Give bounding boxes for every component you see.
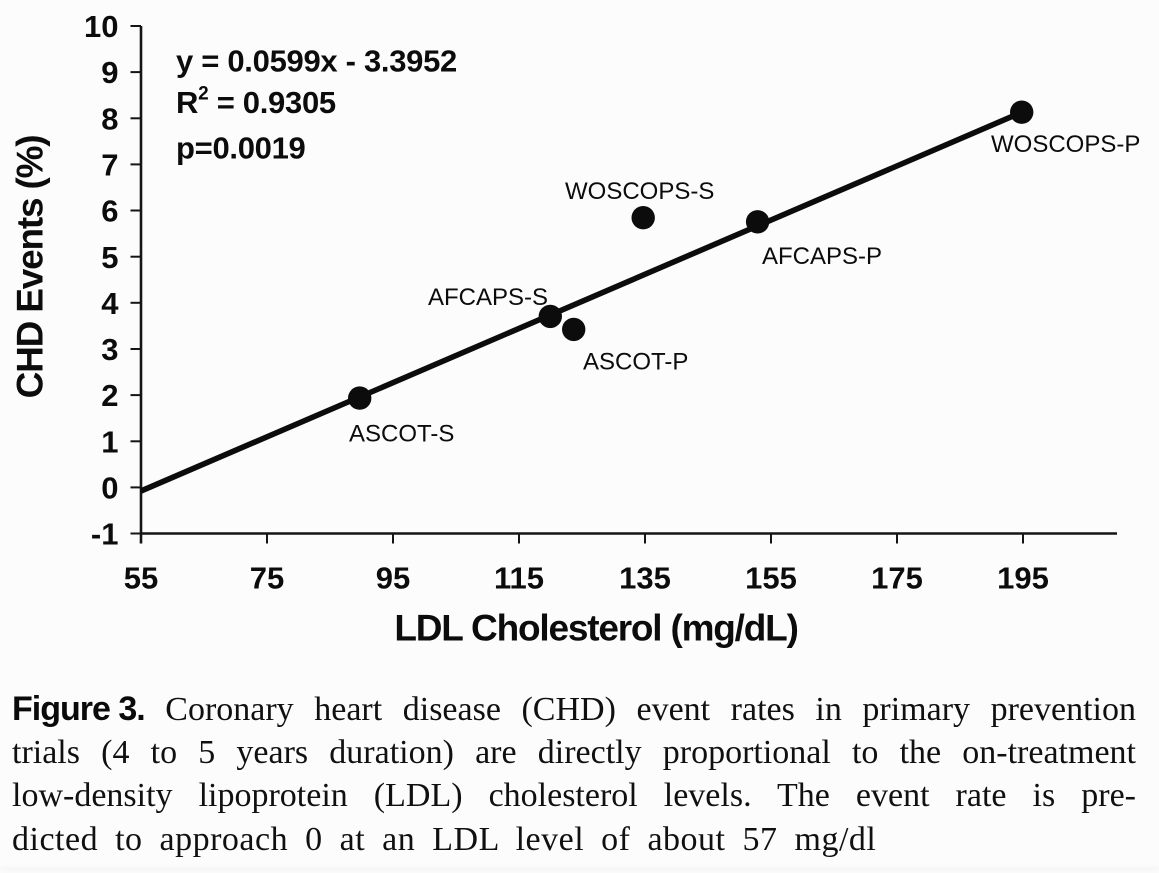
svg-text:7: 7	[101, 148, 118, 183]
svg-text:95: 95	[376, 561, 410, 596]
svg-text:CHD Events (%): CHD Events (%)	[10, 136, 51, 399]
svg-text:55: 55	[124, 561, 158, 596]
svg-text:ASCOT-P: ASCOT-P	[583, 349, 688, 376]
svg-text:6: 6	[101, 194, 118, 229]
svg-text:-1: -1	[91, 517, 119, 552]
svg-text:R2 = 0.9305: R2 = 0.9305	[176, 84, 336, 121]
svg-text:195: 195	[997, 561, 1049, 596]
svg-text:10: 10	[84, 9, 118, 44]
svg-text:75: 75	[250, 561, 284, 596]
svg-text:175: 175	[871, 561, 923, 596]
svg-text:2: 2	[101, 378, 118, 413]
svg-text:155: 155	[745, 561, 797, 596]
svg-text:4: 4	[101, 286, 119, 321]
svg-text:AFCAPS-P: AFCAPS-P	[762, 243, 882, 270]
svg-text:135: 135	[619, 561, 671, 596]
svg-text:WOSCOPS-S: WOSCOPS-S	[565, 178, 714, 205]
svg-text:LDL Cholesterol (mg/dL): LDL Cholesterol (mg/dL)	[394, 608, 797, 649]
svg-text:9: 9	[101, 55, 118, 90]
svg-text:1: 1	[101, 424, 118, 459]
svg-text:0: 0	[101, 471, 118, 506]
svg-text:WOSCOPS-P: WOSCOPS-P	[991, 131, 1140, 158]
svg-text:8: 8	[101, 101, 118, 136]
svg-text:AFCAPS-S: AFCAPS-S	[428, 284, 548, 311]
svg-text:3: 3	[101, 332, 118, 367]
svg-text:ASCOT-S: ASCOT-S	[349, 421, 454, 448]
svg-text:p=0.0019: p=0.0019	[176, 131, 306, 166]
svg-text:5: 5	[101, 240, 118, 275]
svg-text:115: 115	[494, 561, 544, 596]
svg-text:y = 0.0599x - 3.3952: y = 0.0599x - 3.3952	[176, 44, 457, 79]
